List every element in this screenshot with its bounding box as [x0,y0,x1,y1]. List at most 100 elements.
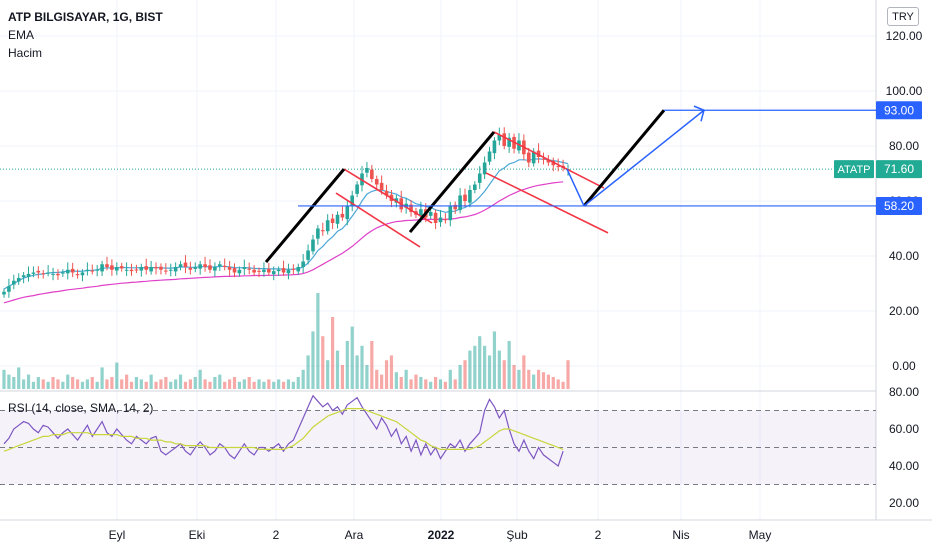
candle-body [355,184,359,194]
candle-body [2,291,6,295]
volume-bar [355,355,359,389]
volume-bar [522,355,526,389]
volume-bar [478,336,482,389]
time-tick-label: Eki [189,528,206,542]
volume-bars [2,293,570,389]
candle-body [90,270,95,272]
volume-bar [360,345,364,389]
volume-bar [110,377,114,389]
volume-legend-label[interactable]: Hacim [8,46,43,60]
volume-bar [448,369,452,389]
symbol-title[interactable]: ATP BILGISAYAR, 1G, BIST [8,10,163,24]
volume-bar [125,374,129,389]
ema-legend-label[interactable]: EMA [8,28,35,42]
candle [154,262,158,275]
candle-body [433,212,438,223]
price-tick-label: 40.00 [889,249,919,263]
volume-bar [198,369,202,389]
candle [355,181,359,198]
candle-body [340,213,345,218]
candle-body [36,270,41,273]
volume-bar [296,377,300,389]
candle-body [110,265,114,270]
candle [365,161,369,178]
last-price-label: 71.60 [884,162,914,176]
rsi-band [0,410,876,485]
volume-bar [17,367,21,389]
volume-bar [100,367,104,389]
candle-body [443,219,448,221]
channel-line [493,131,605,189]
candle [340,206,345,221]
volume-bar [71,377,75,389]
candle-body [291,268,296,270]
volume-bar [56,379,60,389]
candle [46,265,50,277]
volume-bar [242,379,246,389]
candle-body [129,269,134,272]
candle [80,269,85,282]
candle [75,269,80,279]
ema-fast-line [3,158,569,290]
candle-body [497,135,502,141]
candle [281,260,286,276]
price-axis: 120.00 100.00 80.00 60.00 40.00 20.00 0.00 80.0… [834,29,923,510]
candle-body [316,228,320,239]
candle-body [232,268,237,273]
time-tick-label: Şub [506,528,528,542]
candle [193,262,198,273]
candle [144,258,149,275]
candle [399,190,404,213]
candle-body [247,268,252,270]
candle-body [262,269,266,272]
volume-bar [188,379,192,389]
candle-body [419,209,423,217]
volume-bar [306,355,310,389]
volume-bar [31,381,36,389]
volume-bar [183,381,188,389]
volume-bar [551,377,555,389]
candle [477,166,482,189]
volume-bar [257,379,261,389]
candle-body [115,267,119,271]
currency-button[interactable]: TRY [887,7,919,26]
volume-bar [404,369,408,389]
candle-body [217,264,222,267]
rsi-legend-label[interactable]: RSI (14, close, SMA, 14, 2) [8,401,154,415]
candle-body [492,140,497,154]
volume-bar [61,381,65,389]
volume-bar [517,369,521,389]
candle-body [159,266,163,270]
candle-body [203,264,207,267]
volume-bar [419,377,423,389]
candle [208,259,212,274]
candle-body [242,267,247,269]
volume-bar [154,381,158,389]
candle [173,262,178,277]
candle-body [168,269,173,271]
volume-bar [340,365,344,389]
candle [286,263,291,280]
candle [110,259,114,276]
candle-body [21,275,26,278]
candle [31,266,36,278]
candle [247,262,252,275]
candle-body [531,151,536,164]
candle [12,274,16,290]
candle [168,263,173,277]
candle-body [468,190,472,203]
candle-body [61,272,65,274]
time-axis: Eyl Eki 2 Ara 2022 Şub 2 Nis May [109,528,772,542]
volume-bar [237,381,242,389]
candles [2,127,570,298]
candle [507,133,511,153]
time-tick-label: Eyl [109,528,126,542]
candle-body [541,158,546,160]
grid [0,0,932,521]
volume-bar [218,374,222,389]
volume-bar [213,377,217,389]
volume-bar [512,365,516,389]
candle-body [12,280,16,285]
